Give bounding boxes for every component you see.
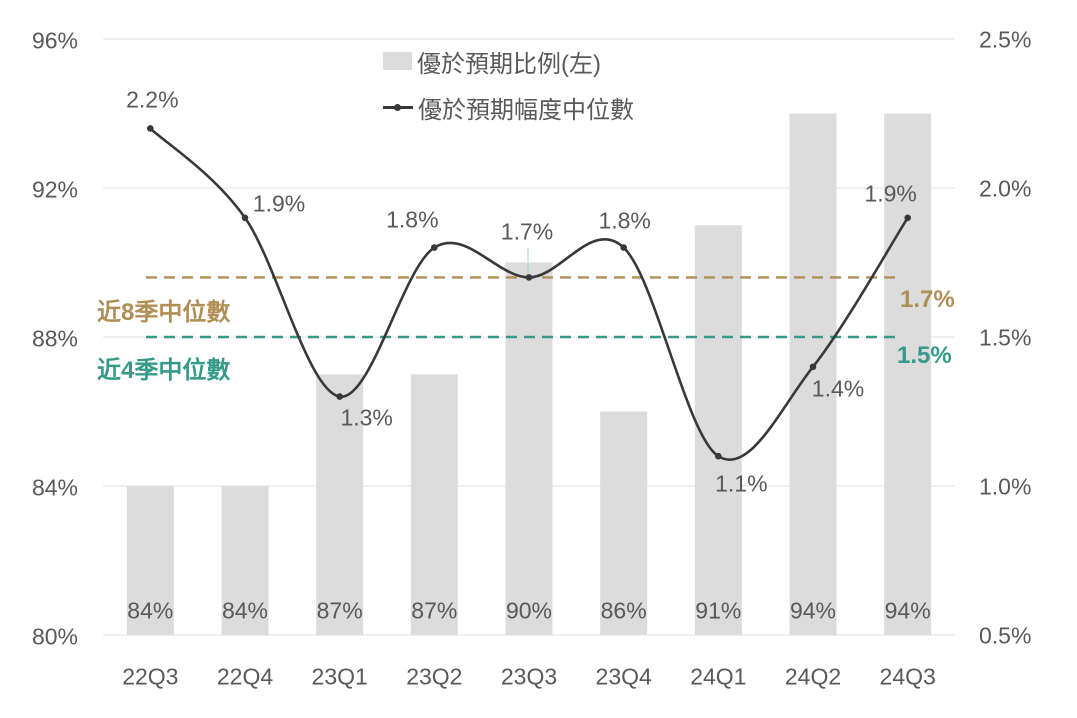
data-point-marker-23Q1 bbox=[336, 393, 344, 400]
ref-line-4q-value: 1.5% bbox=[897, 342, 952, 369]
legend-line-label: 優於預期幅度中位數 bbox=[418, 96, 634, 124]
data-point-marker-22Q4 bbox=[241, 214, 249, 222]
bar-24Q1 bbox=[694, 225, 742, 636]
data-point-marker-24Q1 bbox=[715, 452, 722, 460]
data-point-marker-22Q3 bbox=[147, 125, 154, 132]
bar-22Q3 bbox=[126, 486, 174, 635]
line-series-swatch-icon bbox=[383, 98, 413, 116]
ref-line-8q-value: 1.7% bbox=[900, 286, 955, 313]
data-point-marker-24Q3 bbox=[904, 214, 911, 222]
legend-item-bar-series: 優於預期比例(左) bbox=[383, 46, 634, 78]
legend-item-line-series: 優於預期幅度中位數 bbox=[383, 92, 634, 124]
data-point-marker-23Q4 bbox=[620, 244, 627, 251]
data-point-marker-24Q2 bbox=[809, 363, 817, 371]
bar-23Q2 bbox=[410, 374, 458, 636]
bar-23Q4 bbox=[600, 411, 648, 635]
chart-legend: 優於預期比例(左) 優於預期幅度中位數 bbox=[383, 46, 634, 124]
bar-22Q4 bbox=[221, 486, 269, 635]
bar-23Q3 bbox=[505, 262, 553, 635]
ref-line-8q-label: 近8季中位數 bbox=[97, 299, 231, 326]
bar-24Q2 bbox=[789, 113, 837, 635]
ref-line-4q-label: 近4季中位數 bbox=[97, 357, 231, 384]
bar-series-swatch-icon bbox=[383, 52, 412, 70]
data-point-marker-23Q3 bbox=[525, 274, 533, 281]
data-point-marker-23Q2 bbox=[431, 244, 438, 251]
bar-23Q1 bbox=[316, 374, 364, 636]
legend-bar-label: 優於預期比例(左) bbox=[417, 50, 601, 78]
bar-24Q3 bbox=[884, 113, 932, 635]
